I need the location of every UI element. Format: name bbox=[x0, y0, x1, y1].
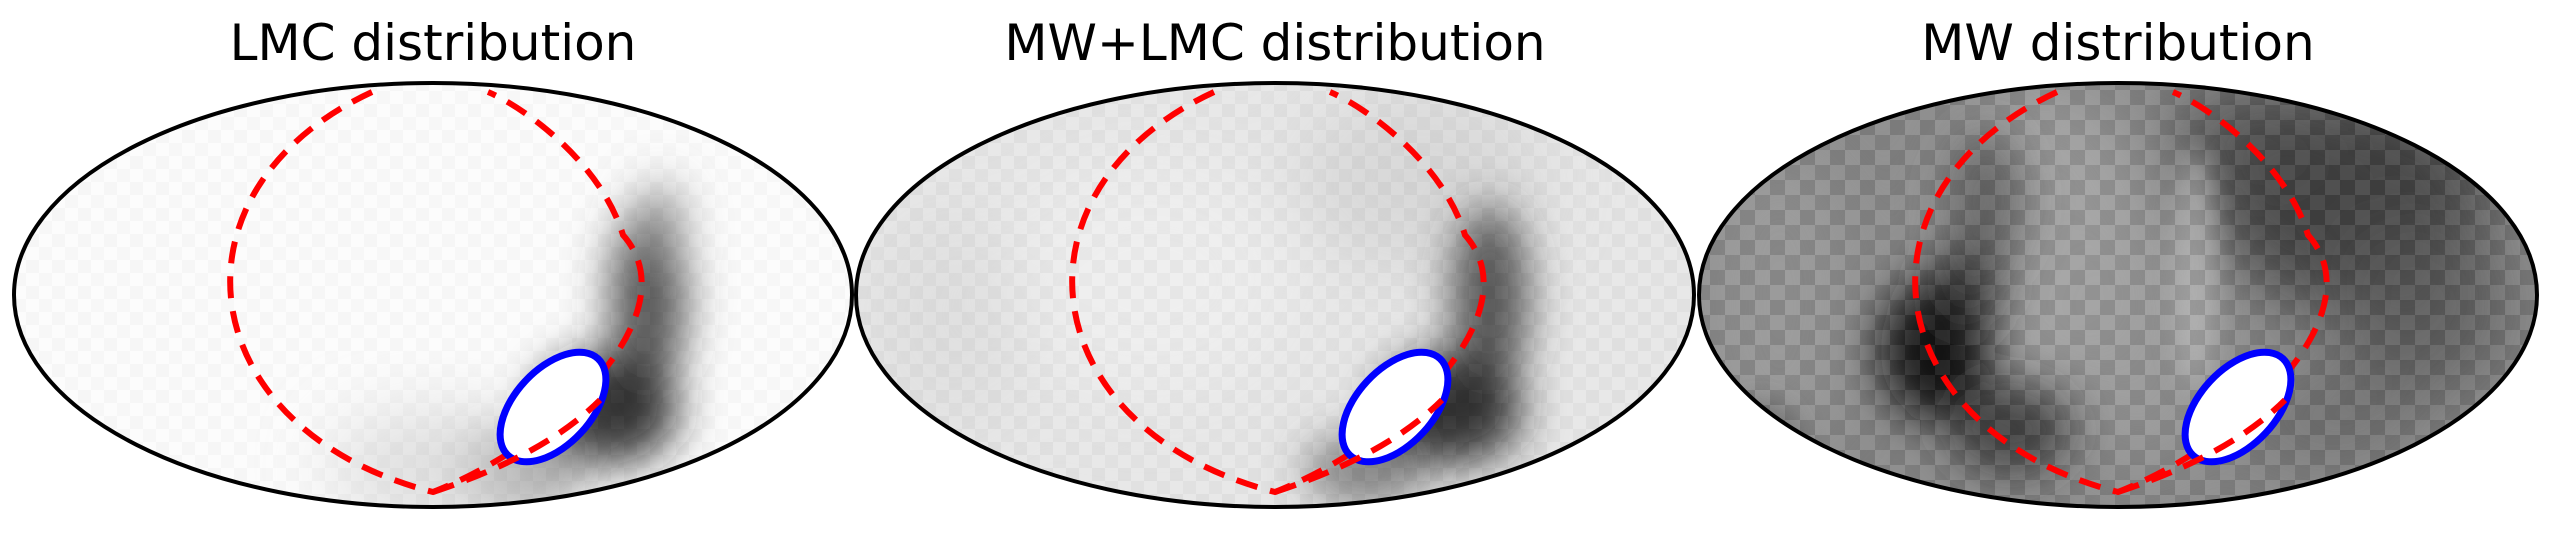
solid-ellipse-mw bbox=[2181, 348, 2295, 466]
map-border-combined bbox=[854, 81, 1696, 509]
solid-ellipse-combined bbox=[1338, 348, 1452, 466]
heatmap-lmc bbox=[14, 83, 852, 507]
panel-title-mw: MW distribution bbox=[1921, 14, 2314, 72]
panel-title-combined: MW+LMC distribution bbox=[1004, 14, 1545, 72]
panel-combined: MW+LMC distribution bbox=[854, 14, 1696, 509]
dashed-curve-lmc bbox=[227, 89, 645, 496]
panel-title-lmc: LMC distribution bbox=[230, 14, 637, 72]
heatmap-combined bbox=[856, 83, 1694, 507]
map-border-mw bbox=[1697, 81, 2539, 509]
panel-mw: MW distribution bbox=[1697, 14, 2539, 509]
heatmap-mw bbox=[1699, 83, 2537, 507]
map-border-lmc bbox=[12, 81, 854, 509]
solid-ellipse-lmc bbox=[496, 348, 610, 466]
panel-lmc: LMC distribution bbox=[12, 14, 854, 509]
dashed-curve-combined bbox=[1069, 89, 1487, 496]
dashed-curve-mw bbox=[1912, 89, 2330, 496]
